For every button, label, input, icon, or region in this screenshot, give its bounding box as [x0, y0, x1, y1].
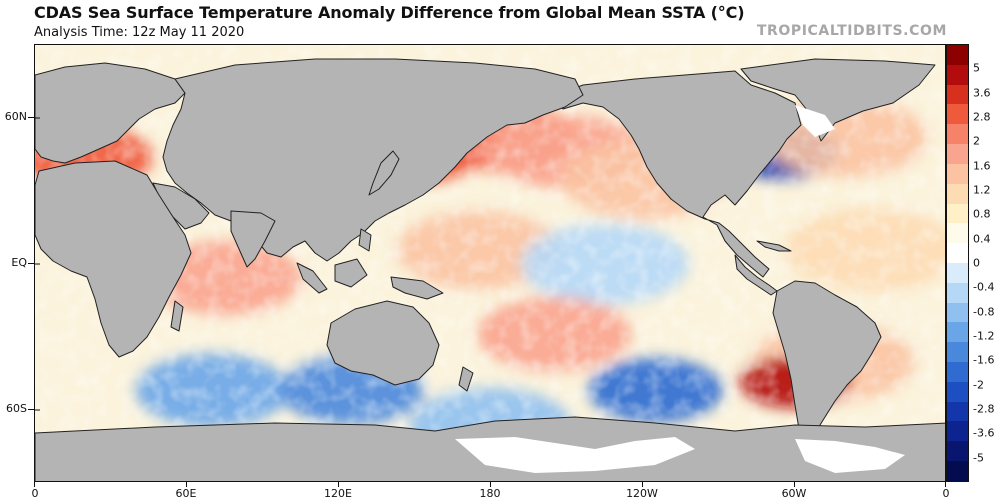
colorbar-segment: [947, 183, 968, 204]
lon-tick: [34, 482, 35, 487]
sea-ice-weddell: [795, 439, 905, 473]
colorbar-label: -5: [973, 451, 984, 465]
colorbar-segment: [947, 282, 968, 303]
colorbar-label: 1.6: [973, 159, 991, 173]
lat-tick-60s: [28, 409, 34, 410]
lon-label-0-east: 0: [942, 487, 950, 500]
colorbar-label: 0.4: [973, 232, 991, 246]
colorbar-label: 3.6: [973, 86, 991, 100]
colorbar-label: -0.4: [973, 280, 995, 294]
lon-tick: [490, 482, 491, 487]
land-layer: [35, 58, 945, 481]
south-america: [772, 280, 882, 444]
sea-ice-ross: [455, 437, 695, 473]
world-map: [34, 44, 946, 482]
colorbar-label: 0.8: [973, 207, 991, 221]
colorbar-label: -0.8: [973, 305, 995, 319]
colorbar-segment: [947, 124, 968, 145]
asia: [162, 58, 584, 262]
borneo: [334, 258, 368, 288]
colorbar-segment: [947, 243, 968, 263]
colorbar-label: 2.8: [973, 110, 991, 124]
colorbar-segment: [947, 45, 968, 65]
colorbar-segment: [947, 144, 968, 164]
colorbar-segment: [947, 381, 968, 402]
lat-label-eq: EQ: [11, 256, 27, 269]
new-zealand: [458, 366, 474, 392]
lat-tick-eq: [28, 263, 34, 264]
lon-label-180: 180: [479, 487, 501, 500]
colorbar-label: -2: [973, 378, 984, 392]
map-canvas: [35, 45, 945, 481]
lon-tick: [945, 482, 946, 487]
colorbar-segment: [947, 322, 968, 343]
colorbar: [946, 44, 969, 482]
europe: [35, 62, 186, 164]
colorbar-segment: [947, 84, 968, 105]
colorbar-segment: [947, 441, 968, 462]
colorbar-segment: [947, 362, 968, 382]
colorbar-label: 2: [973, 134, 980, 148]
colorbar-label: -1.6: [973, 353, 995, 367]
frame-ticks: [35, 117, 40, 411]
lon-label-120e: 120E: [324, 487, 352, 500]
colorbar-segment: [947, 302, 968, 323]
colorbar-segment: [947, 262, 968, 283]
greenland: [740, 58, 936, 142]
sumatra: [296, 262, 328, 294]
australia: [326, 300, 440, 386]
brand-watermark: TROPICALTIDBITS.COM: [756, 23, 947, 39]
lon-label-60e: 60E: [175, 487, 197, 500]
lon-label-0: 0: [31, 487, 39, 500]
colorbar-segment: [947, 461, 968, 481]
colorbar-segment: [947, 163, 968, 184]
lon-tick: [186, 482, 187, 487]
colorbar-label: 1.2: [973, 183, 991, 197]
sea-ice-arctic: [795, 105, 835, 137]
sea-ice-layer: [455, 105, 905, 473]
colorbar-segment: [947, 104, 968, 125]
north-america: [550, 70, 802, 278]
lat-tick-60n: [28, 117, 34, 118]
africa: [35, 160, 192, 358]
lon-tick: [338, 482, 339, 487]
cuba: [756, 240, 792, 252]
colorbar-segment: [947, 401, 968, 422]
colorbar-label: 0: [973, 256, 980, 270]
colorbar-segment: [947, 203, 968, 224]
colorbar-label: -3.6: [973, 426, 995, 440]
chart-title: CDAS Sea Surface Temperature Anomaly Dif…: [34, 3, 745, 22]
lon-tick: [642, 482, 643, 487]
colorbar-label: -2.8: [973, 402, 995, 416]
lat-label-60n: 60N: [4, 110, 27, 123]
japan: [368, 150, 400, 196]
philippines: [358, 228, 372, 252]
colorbar-segment: [947, 64, 968, 85]
central-america: [734, 254, 778, 296]
lon-label-60w: 60W: [781, 487, 807, 500]
lon-label-120w: 120W: [626, 487, 658, 500]
new-guinea: [390, 276, 444, 300]
colorbar-segment: [947, 342, 968, 362]
colorbar-label: 5: [973, 61, 980, 75]
madagascar: [170, 300, 184, 332]
lat-label-60s: 60S: [6, 402, 27, 415]
analysis-time: Analysis Time: 12z May 11 2020: [34, 25, 245, 40]
colorbar-segment: [947, 223, 968, 244]
india: [230, 210, 276, 268]
colorbar-segment: [947, 421, 968, 442]
lon-tick: [794, 482, 795, 487]
colorbar-label: -1.2: [973, 329, 995, 343]
